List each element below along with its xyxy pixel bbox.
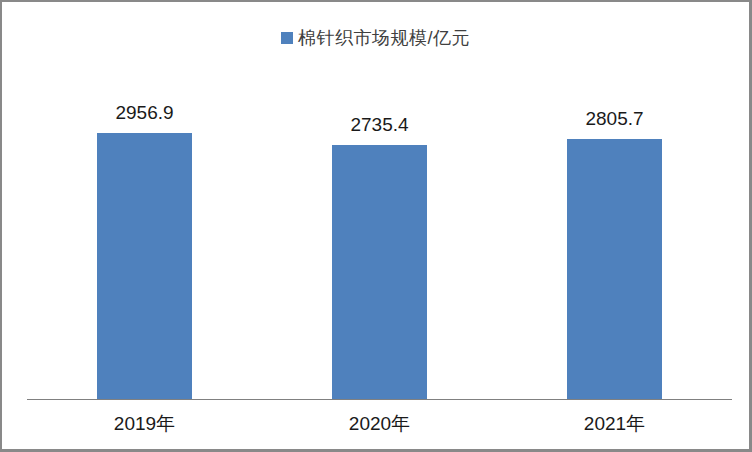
x-axis-labels: 2019年 2020年 2021年 [27,411,732,437]
legend-marker-icon [281,32,293,44]
data-label-2020: 2735.4 [350,114,408,136]
bar-group-2019: 2956.9 [27,102,262,399]
bar-group-2021: 2805.7 [497,102,732,399]
bar-chart: 棉针织市场规模/亿元 2956.9 2735.4 2805.7 2019年 20… [0,0,752,452]
bar-2020 [332,145,427,399]
legend: 棉针织市场规模/亿元 [2,26,749,50]
x-axis-label-2019: 2019年 [27,411,262,437]
data-label-2019: 2956.9 [115,102,173,124]
bar-group-2020: 2735.4 [262,102,497,399]
legend-label: 棉针织市场规模/亿元 [298,26,470,50]
bar-2019 [97,133,192,399]
data-label-2021: 2805.7 [585,108,643,130]
x-axis-label-2020: 2020年 [262,411,497,437]
bar-2021 [567,139,662,399]
x-axis-line [27,399,732,400]
x-axis-label-2021: 2021年 [497,411,732,437]
plot-area: 2956.9 2735.4 2805.7 [27,102,732,399]
